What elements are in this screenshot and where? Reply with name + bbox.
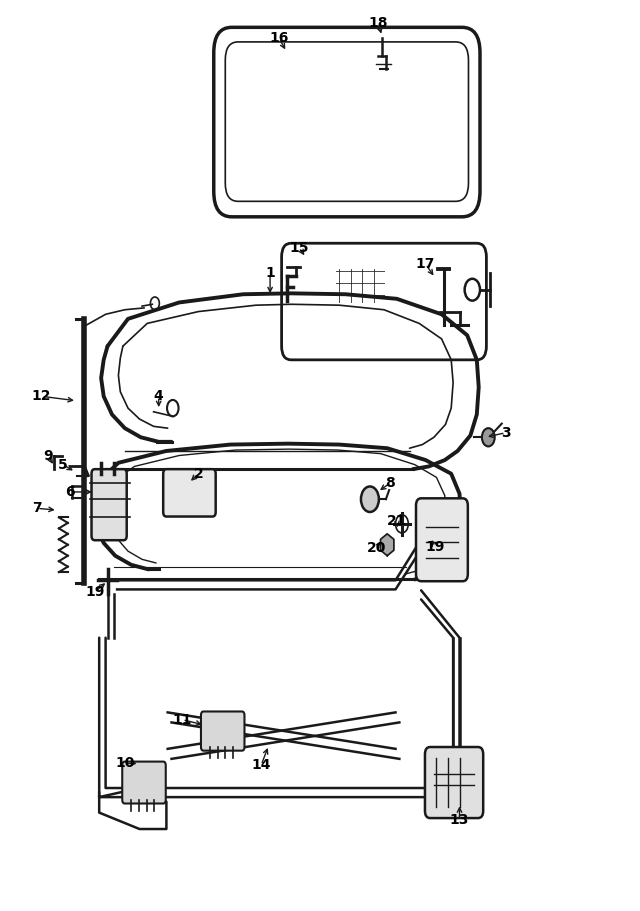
Text: 1: 1 (265, 266, 275, 281)
FancyBboxPatch shape (92, 469, 127, 540)
Text: 11: 11 (173, 712, 192, 727)
Text: 15: 15 (290, 241, 309, 255)
Text: 19: 19 (85, 585, 104, 599)
Text: 9: 9 (43, 448, 53, 463)
Polygon shape (381, 534, 394, 556)
FancyBboxPatch shape (425, 747, 483, 818)
Text: 6: 6 (65, 485, 76, 499)
FancyBboxPatch shape (122, 762, 166, 804)
Text: 19: 19 (426, 539, 445, 554)
Text: 10: 10 (115, 756, 134, 771)
FancyBboxPatch shape (201, 711, 244, 751)
Circle shape (482, 428, 495, 446)
Text: 20: 20 (367, 541, 386, 556)
Text: 8: 8 (385, 476, 396, 490)
Circle shape (361, 486, 379, 512)
Text: 5: 5 (58, 457, 68, 472)
Text: 14: 14 (252, 758, 271, 773)
Text: 13: 13 (450, 813, 469, 827)
Text: 7: 7 (32, 501, 42, 516)
Text: 3: 3 (500, 425, 511, 440)
Text: 17: 17 (416, 257, 435, 271)
Text: 18: 18 (369, 15, 388, 30)
Text: 16: 16 (269, 31, 289, 46)
Text: 21: 21 (387, 514, 406, 528)
FancyBboxPatch shape (416, 498, 468, 581)
Text: 2: 2 (193, 466, 204, 481)
Text: 4: 4 (154, 389, 164, 404)
Text: 12: 12 (32, 389, 51, 404)
FancyBboxPatch shape (163, 469, 216, 517)
